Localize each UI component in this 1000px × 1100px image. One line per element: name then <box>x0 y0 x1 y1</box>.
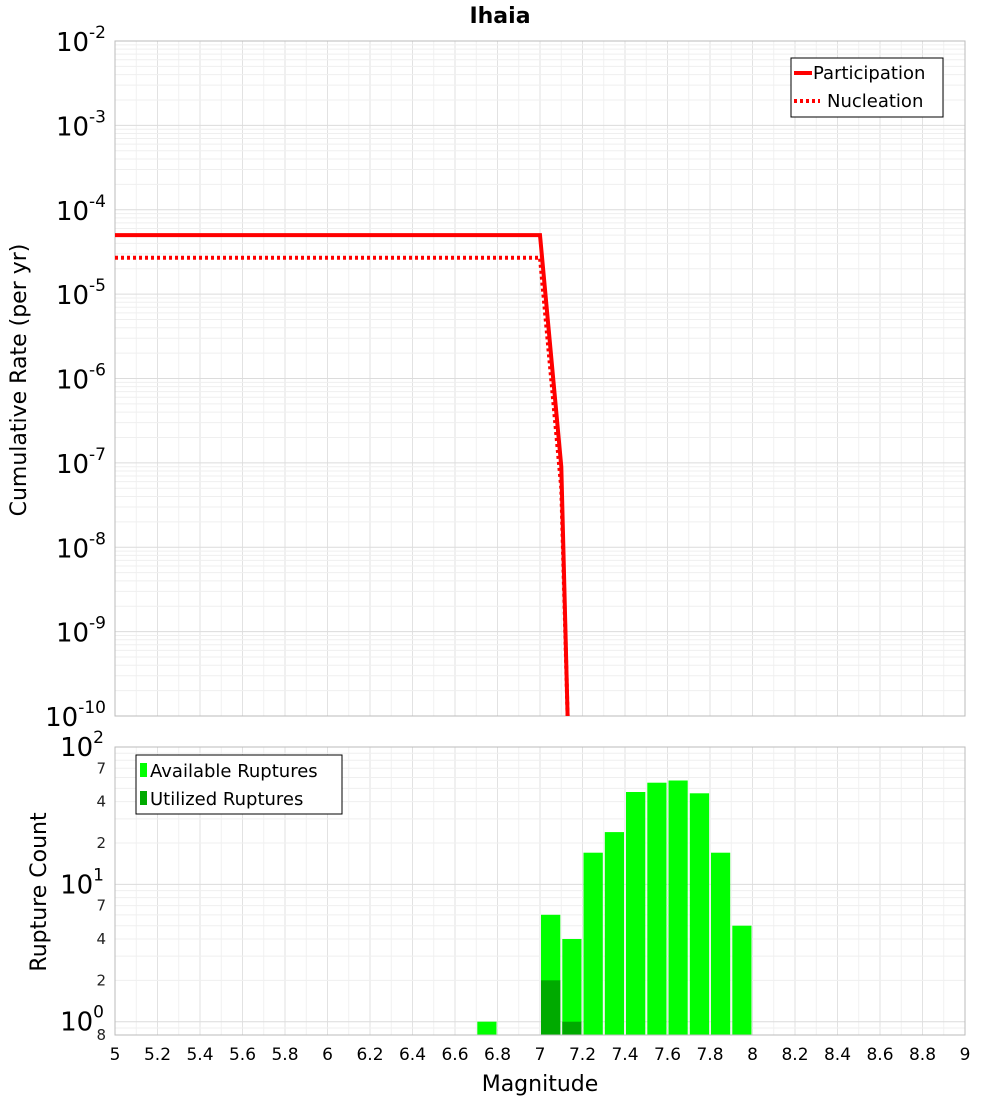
x-tick-label: 5.8 <box>271 1045 298 1065</box>
top-legend-box <box>790 57 944 118</box>
x-tick-label: 9 <box>960 1045 971 1065</box>
x-tick-label: 7.6 <box>654 1045 681 1065</box>
x-axis-label: Magnitude <box>482 1072 599 1097</box>
x-tick-label: 8.4 <box>824 1045 851 1065</box>
x-tick-label: 5.6 <box>229 1045 256 1065</box>
series-participation-line <box>115 233 570 717</box>
available-rupture-bar <box>626 792 646 1035</box>
x-tick-label: 7.4 <box>611 1045 638 1065</box>
x-tick-label: 8.8 <box>909 1045 936 1065</box>
legend-utilized-swatch <box>140 791 147 805</box>
bottom-y-axis-label: Rupture Count <box>27 812 52 972</box>
y-tick-label: 10-7 <box>56 445 106 480</box>
legend-participation-label: Participation <box>813 63 925 84</box>
x-tick-label: 8 <box>747 1045 758 1065</box>
x-tick-label: 7.2 <box>569 1045 596 1065</box>
y-tick-label: 100 <box>60 1003 104 1038</box>
available-rupture-bar <box>689 793 710 1035</box>
y-minor-tick-label: 2 <box>96 834 106 852</box>
x-tick-label: 8.6 <box>866 1045 893 1065</box>
top-plot-grid <box>115 41 966 717</box>
y-minor-tick-label: 7 <box>96 759 106 777</box>
y-tick-label: 101 <box>60 865 104 900</box>
y-tick-label: 10-5 <box>56 276 106 311</box>
legend-utilized-label: Utilized Ruptures <box>150 789 303 810</box>
y-tick-label: 10-4 <box>56 192 106 227</box>
utilized-rupture-bar <box>541 980 561 1035</box>
x-tick-label: 6 <box>322 1045 333 1065</box>
bottom-legend-box <box>135 754 343 815</box>
x-ticks: 5 5.2 5.4 5.6 5.8 6 6.2 6.4 6.6 6.8 7 7.2 7.4 7.6 7.8 8… <box>110 1045 971 1065</box>
available-rupture-bar <box>732 925 752 1035</box>
bottom-legend: Available Ruptures Utilized Ruptures <box>135 754 343 815</box>
bottom-plot-grid <box>115 746 966 1036</box>
x-tick-label: 8.2 <box>781 1045 808 1065</box>
y-tick-label: 102 <box>60 728 104 763</box>
y-minor-tick-label: 7 <box>96 897 106 915</box>
x-tick-label: 6.6 <box>441 1045 468 1065</box>
y-tick-label: 10-8 <box>56 529 106 564</box>
top-plot-frame <box>114 40 966 717</box>
y-tick-label: 10-3 <box>56 107 106 142</box>
available-rupture-bar <box>477 1021 497 1035</box>
y-tick-label: 10-10 <box>45 698 106 733</box>
bottom-bars <box>477 780 752 1035</box>
y-minor-tick-label: 4 <box>96 793 106 811</box>
x-tick-label: 7 <box>535 1045 546 1065</box>
legend-available-swatch <box>140 763 147 777</box>
y-minor-tick-label: 4 <box>96 930 106 948</box>
bottom-y-ticks: 102 101 100 7 4 2 7 4 2 8 <box>60 728 106 1044</box>
available-rupture-bar <box>647 782 667 1035</box>
top-series <box>115 233 570 717</box>
available-rupture-bar <box>604 832 624 1035</box>
y-tick-label: 10-2 <box>56 23 106 58</box>
utilized-rupture-bar <box>562 1021 582 1035</box>
available-rupture-bar <box>583 852 603 1035</box>
y-tick-label: 10-9 <box>56 614 106 649</box>
x-tick-label: 6.4 <box>399 1045 426 1065</box>
top-legend: Participation Nucleation <box>790 57 944 118</box>
x-tick-label: 5.2 <box>144 1045 171 1065</box>
top-y-ticks: 10-2 10-3 10-4 10-5 10-6 10-7 10-8 10-9 10-10 <box>45 23 106 733</box>
x-tick-label: 7.8 <box>696 1045 723 1065</box>
y-tick-label: 10-6 <box>56 361 106 396</box>
y-minor-tick-label: 2 <box>96 971 106 989</box>
legend-available-label: Available Ruptures <box>150 761 318 782</box>
series-nucleation-line <box>115 255 570 717</box>
available-rupture-bar <box>711 852 731 1035</box>
available-rupture-bar <box>562 939 582 1035</box>
bottom-plot-frame <box>114 746 966 1036</box>
top-y-axis-label: Cumulative Rate (per yr) <box>7 244 32 517</box>
x-tick-label: 6.8 <box>484 1045 511 1065</box>
chart-title: Ihaia <box>469 4 530 29</box>
x-tick-label: 6.2 <box>356 1045 383 1065</box>
legend-nucleation-label: Nucleation <box>827 91 923 112</box>
x-tick-label: 5.4 <box>186 1045 213 1065</box>
x-tick-label: 5 <box>110 1045 121 1065</box>
available-rupture-bar <box>668 780 688 1035</box>
y-minor-tick-label: 8 <box>96 1026 106 1044</box>
